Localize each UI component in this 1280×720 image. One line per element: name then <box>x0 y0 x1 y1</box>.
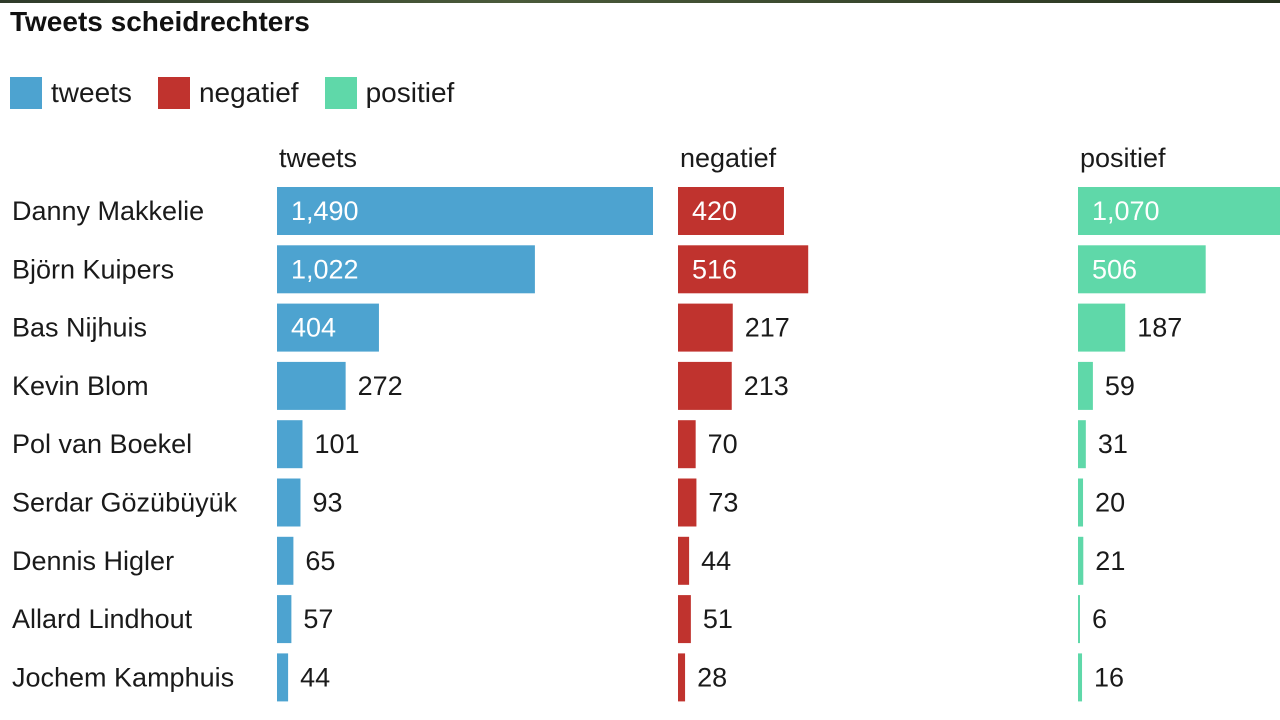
value-label-tweets-bjorn-kuipers: 1,022 <box>291 254 359 284</box>
bar-tweets-allard-lindhout <box>277 595 292 644</box>
chart-title: Tweets scheidrechters <box>10 6 310 37</box>
bar-positief-dennis-higler <box>1078 536 1084 585</box>
bar-tweets-serdar-gozubuyuk <box>277 478 301 527</box>
value-label-negatief-bjorn-kuipers: 516 <box>692 254 737 284</box>
value-label-positief-pol-van-boekel: 31 <box>1098 429 1128 459</box>
bar-tweets-dennis-higler <box>277 536 294 585</box>
category-label-kevin-blom: Kevin Blom <box>12 371 149 401</box>
value-label-negatief-bas-nijhuis: 217 <box>745 313 790 343</box>
category-label-danny-makkelie: Danny Makkelie <box>12 196 204 226</box>
bar-negatief-pol-van-boekel <box>678 420 696 469</box>
value-label-tweets-kevin-blom: 272 <box>358 371 403 401</box>
value-label-positief-allard-lindhout: 6 <box>1092 604 1107 634</box>
value-label-positief-dennis-higler: 21 <box>1095 546 1125 576</box>
value-label-negatief-allard-lindhout: 51 <box>703 604 733 634</box>
legend-item-positief: positief <box>324 77 455 109</box>
bar-positief-pol-van-boekel <box>1078 420 1086 469</box>
bar-tweets-jochem-kamphuis <box>277 653 289 702</box>
value-label-positief-bjorn-kuipers: 506 <box>1092 254 1137 284</box>
category-label-pol-van-boekel: Pol van Boekel <box>12 429 192 459</box>
legend: tweets negatief positief <box>10 76 480 110</box>
value-label-positief-jochem-kamphuis: 16 <box>1094 662 1124 692</box>
bar-negatief-bjorn-kuipers <box>678 245 809 294</box>
legend-swatch-tweets <box>10 77 42 109</box>
bar-negatief-jochem-kamphuis <box>678 653 686 702</box>
bar-negatief-allard-lindhout <box>678 595 691 644</box>
bar-tweets-bjorn-kuipers <box>277 245 535 294</box>
column-header-positief: positief <box>1080 143 1166 173</box>
bar-negatief-dennis-higler <box>678 536 690 585</box>
legend-label-positief: positief <box>365 77 455 108</box>
legend-swatch-negatief <box>157 77 190 109</box>
category-label-bjorn-kuipers: Björn Kuipers <box>12 254 174 284</box>
bar-negatief-bas-nijhuis <box>678 303 733 352</box>
bar-tweets-pol-van-boekel <box>277 420 303 469</box>
category-label-allard-lindhout: Allard Lindhout <box>12 604 193 634</box>
value-label-negatief-kevin-blom: 213 <box>744 371 789 401</box>
value-label-negatief-pol-van-boekel: 70 <box>708 429 738 459</box>
category-label-jochem-kamphuis: Jochem Kamphuis <box>12 662 234 692</box>
bar-positief-allard-lindhout <box>1078 595 1080 644</box>
column-header-negatief: negatief <box>680 143 777 173</box>
value-label-tweets-allard-lindhout: 57 <box>303 604 333 634</box>
bar-negatief-kevin-blom <box>678 361 732 410</box>
bar-positief-jochem-kamphuis <box>1078 653 1083 702</box>
bar-positief-serdar-gozubuyuk <box>1078 478 1084 527</box>
value-label-positief-danny-makkelie: 1,070 <box>1092 196 1160 226</box>
category-label-bas-nijhuis: Bas Nijhuis <box>12 313 147 343</box>
value-label-negatief-danny-makkelie: 420 <box>692 196 737 226</box>
bar-positief-kevin-blom <box>1078 361 1093 410</box>
legend-item-negatief: negatief <box>157 77 299 109</box>
value-label-positief-bas-nijhuis: 187 <box>1137 313 1182 343</box>
bar-tweets-danny-makkelie <box>277 187 653 235</box>
value-label-tweets-pol-van-boekel: 101 <box>314 429 359 459</box>
value-label-tweets-jochem-kamphuis: 44 <box>300 662 330 692</box>
value-label-negatief-jochem-kamphuis: 28 <box>697 662 727 692</box>
bar-positief-danny-makkelie <box>1078 187 1280 235</box>
bar-tweets-kevin-blom <box>277 361 346 410</box>
value-label-negatief-dennis-higler: 44 <box>701 546 731 576</box>
value-label-tweets-danny-makkelie: 1,490 <box>291 196 359 226</box>
legend-item-tweets: tweets <box>10 77 132 109</box>
legend-label-tweets: tweets <box>51 77 132 108</box>
value-label-negatief-serdar-gozubuyuk: 73 <box>708 488 738 518</box>
category-label-dennis-higler: Dennis Higler <box>12 546 174 576</box>
bar-tweets-bas-nijhuis <box>277 303 379 352</box>
bar-negatief-danny-makkelie <box>678 187 784 235</box>
legend-label-negatief: negatief <box>198 77 299 108</box>
bar-positief-bjorn-kuipers <box>1078 245 1206 294</box>
category-label-serdar-gozubuyuk: Serdar Gözübüyük <box>12 488 238 518</box>
value-label-tweets-serdar-gozubuyuk: 93 <box>312 488 342 518</box>
value-label-tweets-bas-nijhuis: 404 <box>291 313 336 343</box>
bar-positief-bas-nijhuis <box>1078 303 1126 352</box>
top-border-strip <box>0 0 1280 3</box>
value-label-positief-kevin-blom: 59 <box>1105 371 1135 401</box>
bar-negatief-serdar-gozubuyuk <box>678 478 697 527</box>
value-label-positief-serdar-gozubuyuk: 20 <box>1095 488 1125 518</box>
legend-swatch-positief <box>324 77 357 109</box>
column-header-tweets: tweets <box>279 143 357 173</box>
value-label-tweets-dennis-higler: 65 <box>305 546 335 576</box>
